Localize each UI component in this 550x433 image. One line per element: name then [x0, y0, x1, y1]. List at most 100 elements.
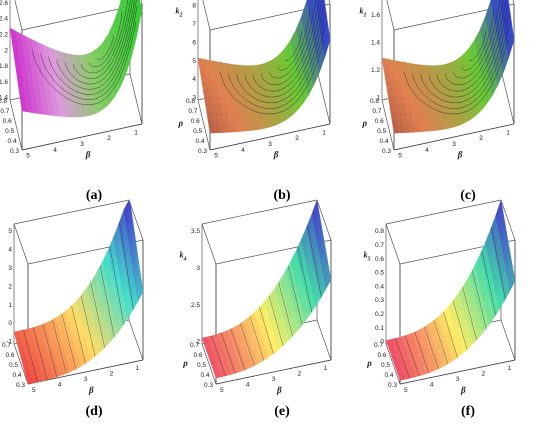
z-tick-label: 2 — [8, 283, 12, 290]
y-tick-label: 0.8 — [0, 98, 7, 105]
z-tick-label: 1 — [8, 302, 12, 309]
z-tick-label: 2.5 — [191, 302, 200, 309]
x-axis-label: β — [85, 150, 91, 160]
surface-contours — [220, 0, 326, 115]
z-tick-label: 4 — [8, 247, 12, 254]
y-tick-label: 0.3 — [388, 382, 397, 389]
z-tick-label: -1 — [6, 339, 12, 346]
x-tick-label: 4 — [53, 147, 57, 154]
z-tick-label: 0.5 — [375, 270, 384, 277]
y-tick-label: 0.3 — [204, 382, 213, 389]
surface-patch — [123, 199, 131, 220]
surface-svg: 2 2.5 3 3.5 0.3 0.4 0.5 0.6 0.7 5 4 3 2 1 β ρ k4 — [180, 199, 332, 395]
caption-e: (e) — [274, 404, 290, 419]
z-tick-label: 7 — [192, 21, 196, 28]
x-tick-label: 3 — [456, 376, 460, 383]
z-tick-label: 8 — [192, 3, 196, 10]
y-tick-label: 0.5 — [197, 362, 206, 369]
y-tick-label: 0.6 — [377, 352, 386, 359]
y-tick-label: 0.5 — [377, 128, 386, 135]
x-axis-label: β — [457, 150, 463, 160]
x-tick-label: 2 — [479, 135, 483, 142]
x-tick-label: 1 — [322, 129, 326, 136]
x-tick-label: 5 — [32, 387, 36, 394]
surface-svg: 0 0.1 0.2 0.3 0.4 0.5 0.6 0.7 0.8 0.3 0.4 0.5 0.6 0.7… — [364, 199, 516, 395]
z-tick-label: 0 — [8, 320, 12, 327]
z-tick-label: 0.2 — [375, 311, 384, 318]
surface-contours — [23, 222, 134, 383]
x-tick-label: 5 — [214, 153, 218, 160]
x-tick-label: 4 — [430, 381, 434, 388]
x-tick-label: 5 — [398, 153, 402, 160]
caption-d: (d) — [85, 404, 103, 419]
x-tick-label: 3 — [268, 141, 272, 148]
z-tick-label: 1.2 — [371, 67, 380, 74]
z-tick-label: 1.6 — [0, 79, 8, 86]
y-tick-label: 0.3 — [16, 382, 25, 389]
y-tick-label: 0.7 — [188, 108, 197, 115]
z-tick-label: 0.6 — [375, 256, 384, 263]
z-axis-label: k1 — [360, 7, 367, 19]
surface-mesh — [9, 0, 143, 118]
x-axis-label: β — [276, 385, 282, 395]
x-tick-label: 1 — [135, 365, 139, 372]
y-tick-label: 0.8 — [186, 98, 195, 105]
z-tick-label: 2.4 — [0, 16, 8, 23]
z-tick-label: 0 — [380, 339, 384, 346]
z-tick-label: 1.8 — [0, 63, 8, 70]
x-tick-label: 4 — [246, 381, 250, 388]
y-tick-label: 0.7 — [374, 342, 383, 349]
z-tick-label: 3 — [8, 265, 12, 272]
z-tick-label: 5 — [192, 58, 196, 65]
x-axis-label: β — [88, 385, 94, 395]
caption-a: (a) — [85, 188, 103, 203]
surface-patch — [306, 0, 311, 7]
z-axis-label: k4 — [180, 251, 187, 263]
y-tick-label: 0.6 — [5, 352, 14, 359]
y-tick-label: 0.5 — [9, 362, 18, 369]
y-axis-label: ρ — [361, 118, 367, 128]
surface-patch — [311, 199, 319, 223]
z-axis-label: k5 — [364, 251, 371, 263]
z-tick-label: 1.6 — [371, 12, 380, 19]
y-axis-label: ρ — [366, 358, 372, 368]
x-axis-label: β — [460, 385, 466, 395]
surface-patch — [495, 199, 503, 224]
surface-patch — [490, 0, 495, 7]
y-tick-label: 0.7 — [372, 108, 381, 115]
z-tick-label: 1 — [376, 95, 380, 102]
y-tick-label: 0.4 — [384, 372, 393, 379]
surface-mesh — [381, 0, 515, 134]
caption-b: (b) — [273, 188, 291, 203]
x-tick-label: 2 — [298, 371, 302, 378]
z-tick-label: 0.3 — [375, 297, 384, 304]
x-tick-label: 2 — [295, 135, 299, 142]
z-tick-label: 1.4 — [371, 39, 380, 46]
y-tick-label: 0.3 — [10, 148, 19, 155]
y-tick-label: 0.4 — [12, 372, 21, 379]
x-tick-label: 3 — [84, 376, 88, 383]
z-tick-label: 2.6 — [0, 0, 8, 7]
y-tick-label: 0.8 — [370, 98, 379, 105]
x-tick-label: 1 — [507, 365, 511, 372]
x-axis-label: β — [273, 150, 279, 160]
caption-c: (c) — [460, 188, 476, 203]
z-tick-label: 3 — [196, 265, 200, 272]
x-tick-label: 5 — [404, 387, 408, 394]
x-tick-label: 1 — [134, 129, 138, 136]
x-tick-label: 4 — [425, 147, 429, 154]
surface-contours — [211, 225, 322, 376]
x-tick-label: 5 — [220, 387, 224, 394]
y-tick-label: 0.7 — [190, 342, 199, 349]
x-tick-label: 3 — [452, 141, 456, 148]
z-tick-label: 1.4 — [0, 95, 8, 102]
y-tick-label: 0.5 — [381, 362, 390, 369]
surface-plot-e: 2 2.5 3 3.5 0.3 0.4 0.5 0.6 0.7 5 4 3 2 1 β ρ k4 — [180, 199, 368, 406]
z-tick-label: 4 — [192, 76, 196, 83]
y-tick-label: 0.5 — [193, 128, 202, 135]
